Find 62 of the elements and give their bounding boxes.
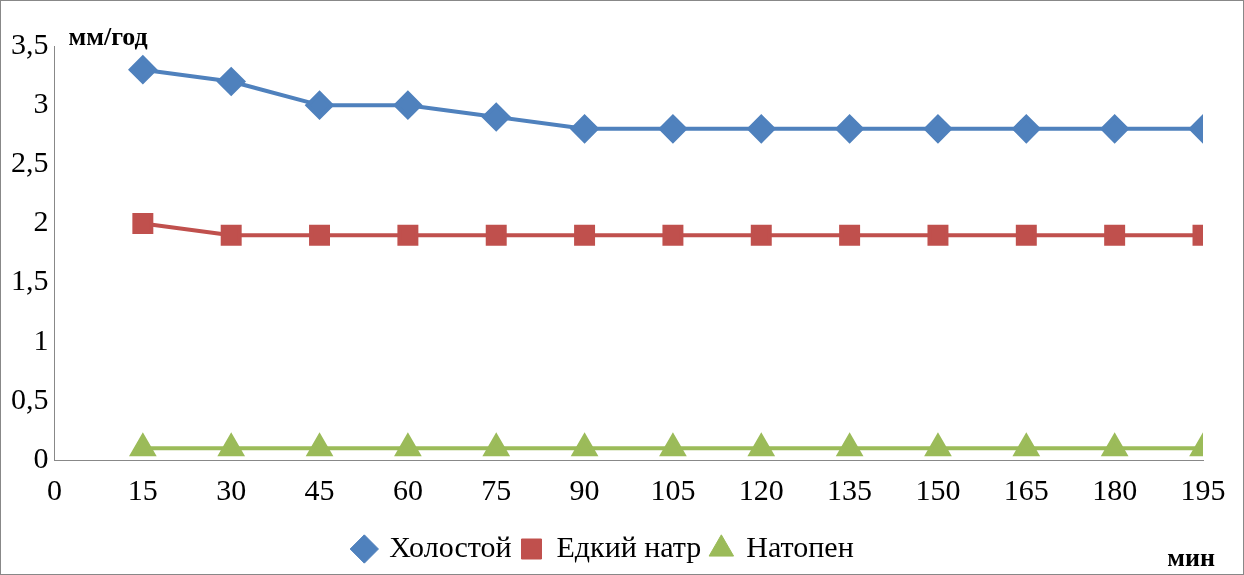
x-tick-label: 90	[569, 472, 600, 506]
y-tick-label: 0	[33, 440, 49, 474]
point	[572, 434, 597, 457]
point	[837, 434, 863, 457]
y-tick-label: 2,5	[11, 145, 49, 179]
point	[925, 434, 951, 457]
point	[397, 224, 419, 246]
point	[1100, 114, 1129, 143]
point	[839, 224, 861, 246]
point	[835, 114, 864, 143]
point	[483, 434, 509, 457]
point	[1102, 434, 1128, 457]
point	[305, 91, 334, 120]
legend-label: Едкий натр	[556, 529, 702, 563]
y-tick-label: 3	[33, 86, 49, 120]
point	[220, 224, 242, 246]
y-tick-label: 1	[33, 322, 49, 356]
point	[130, 434, 156, 457]
point	[1104, 224, 1126, 246]
point	[927, 224, 949, 246]
x-tick-label: 195	[1180, 472, 1226, 506]
y-tick-label: 1,5	[11, 263, 49, 297]
x-tick-label: 165	[1003, 472, 1049, 506]
point	[128, 55, 157, 84]
point	[747, 114, 776, 143]
point	[570, 114, 599, 143]
point	[574, 224, 596, 246]
point	[482, 102, 511, 131]
legend-label: Холостой	[389, 529, 512, 563]
point	[1013, 434, 1039, 457]
x-tick-label: 30	[216, 472, 247, 506]
point	[395, 434, 421, 457]
x-tick-label: 45	[304, 472, 335, 506]
point	[218, 434, 244, 457]
x-tick-label: 15	[127, 472, 158, 506]
point	[750, 224, 772, 246]
point	[1012, 114, 1041, 143]
legend-label: Натопен	[746, 529, 854, 563]
y-axis-title: мм/год	[68, 21, 148, 51]
point	[132, 212, 154, 234]
x-tick-label: 150	[915, 472, 961, 506]
x-tick-label: 180	[1092, 472, 1138, 506]
x-tick-label: 120	[738, 472, 784, 506]
y-tick-label: 0,5	[11, 381, 49, 415]
point	[393, 91, 422, 120]
point	[307, 434, 332, 457]
x-axis-title: мин	[1167, 542, 1216, 572]
x-tick-label: 135	[827, 472, 873, 506]
point	[217, 67, 246, 96]
point	[658, 114, 687, 143]
point	[485, 224, 507, 246]
point	[662, 224, 684, 246]
point	[748, 434, 774, 457]
x-tick-label: 105	[650, 472, 696, 506]
point	[309, 224, 331, 246]
y-tick-label: 2	[33, 204, 49, 238]
point	[1015, 224, 1037, 246]
point	[923, 114, 952, 143]
point	[660, 434, 686, 457]
x-tick-label: 75	[481, 472, 512, 506]
x-tick-label: 60	[392, 472, 423, 506]
y-tick-label: 3,5	[11, 26, 49, 60]
